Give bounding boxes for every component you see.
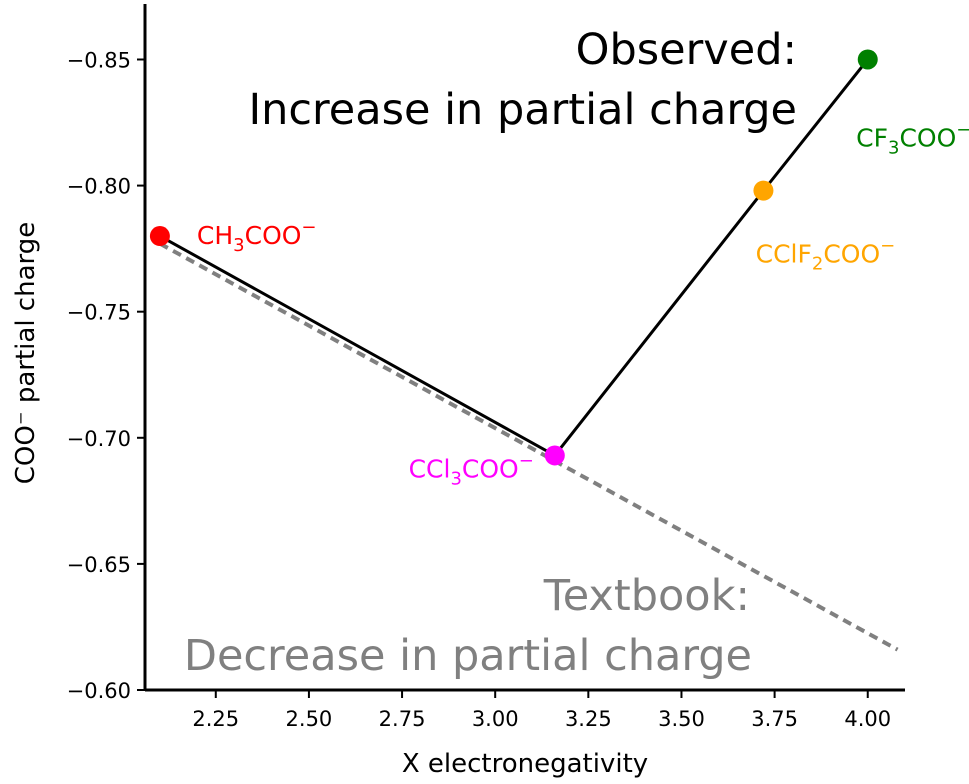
y-tick-label: −0.60 [67,679,131,703]
y-tick-label: −0.70 [67,427,131,451]
textbook-annotation-line1: Textbook: [543,571,750,621]
x-axis-label: X electronegativity [402,749,648,779]
point-label: CH3COO− [197,217,317,256]
data-points [149,49,878,466]
y-axis-label: COO⁻ partial charge [11,222,41,484]
y-tick-label: −0.75 [67,301,131,325]
x-tick-label: 3.00 [472,707,519,731]
point-label: CCl3COO− [409,450,534,489]
x-tick-label: 3.50 [658,707,705,731]
axes: 2.25 2.50 2.75 3.00 3.25 3.50 3.75 4.00 −0.85 −0.… [67,4,905,731]
textbook-annotation-line2: Decrease in partial charge [184,631,752,681]
x-tick-label: 2.50 [286,707,333,731]
y-tick-label: −0.80 [67,175,131,199]
point-labels: CH3COO− CCl3COO− CClF2COO− CF3COO− [197,119,969,489]
textbook-trend-line [158,241,899,652]
observed-annotation-line2: Increase in partial charge [248,85,797,135]
x-tick-label: 4.00 [844,707,891,731]
observed-annotation-line1: Observed: [576,25,797,75]
series-lines [158,58,899,652]
point-label: CF3COO− [856,119,969,158]
x-tick-label: 3.75 [751,707,798,731]
x-tick-label: 2.25 [192,707,239,731]
data-point [544,445,565,466]
observed-trend-line [159,58,869,458]
data-point [753,180,774,201]
data-point [857,49,878,70]
x-tick-label: 3.25 [565,707,612,731]
data-point [149,226,170,247]
point-label: CClF2COO− [756,236,896,275]
y-tick-label: −0.85 [67,48,131,72]
y-tick-label: −0.65 [67,553,131,577]
x-tick-label: 2.75 [379,707,426,731]
